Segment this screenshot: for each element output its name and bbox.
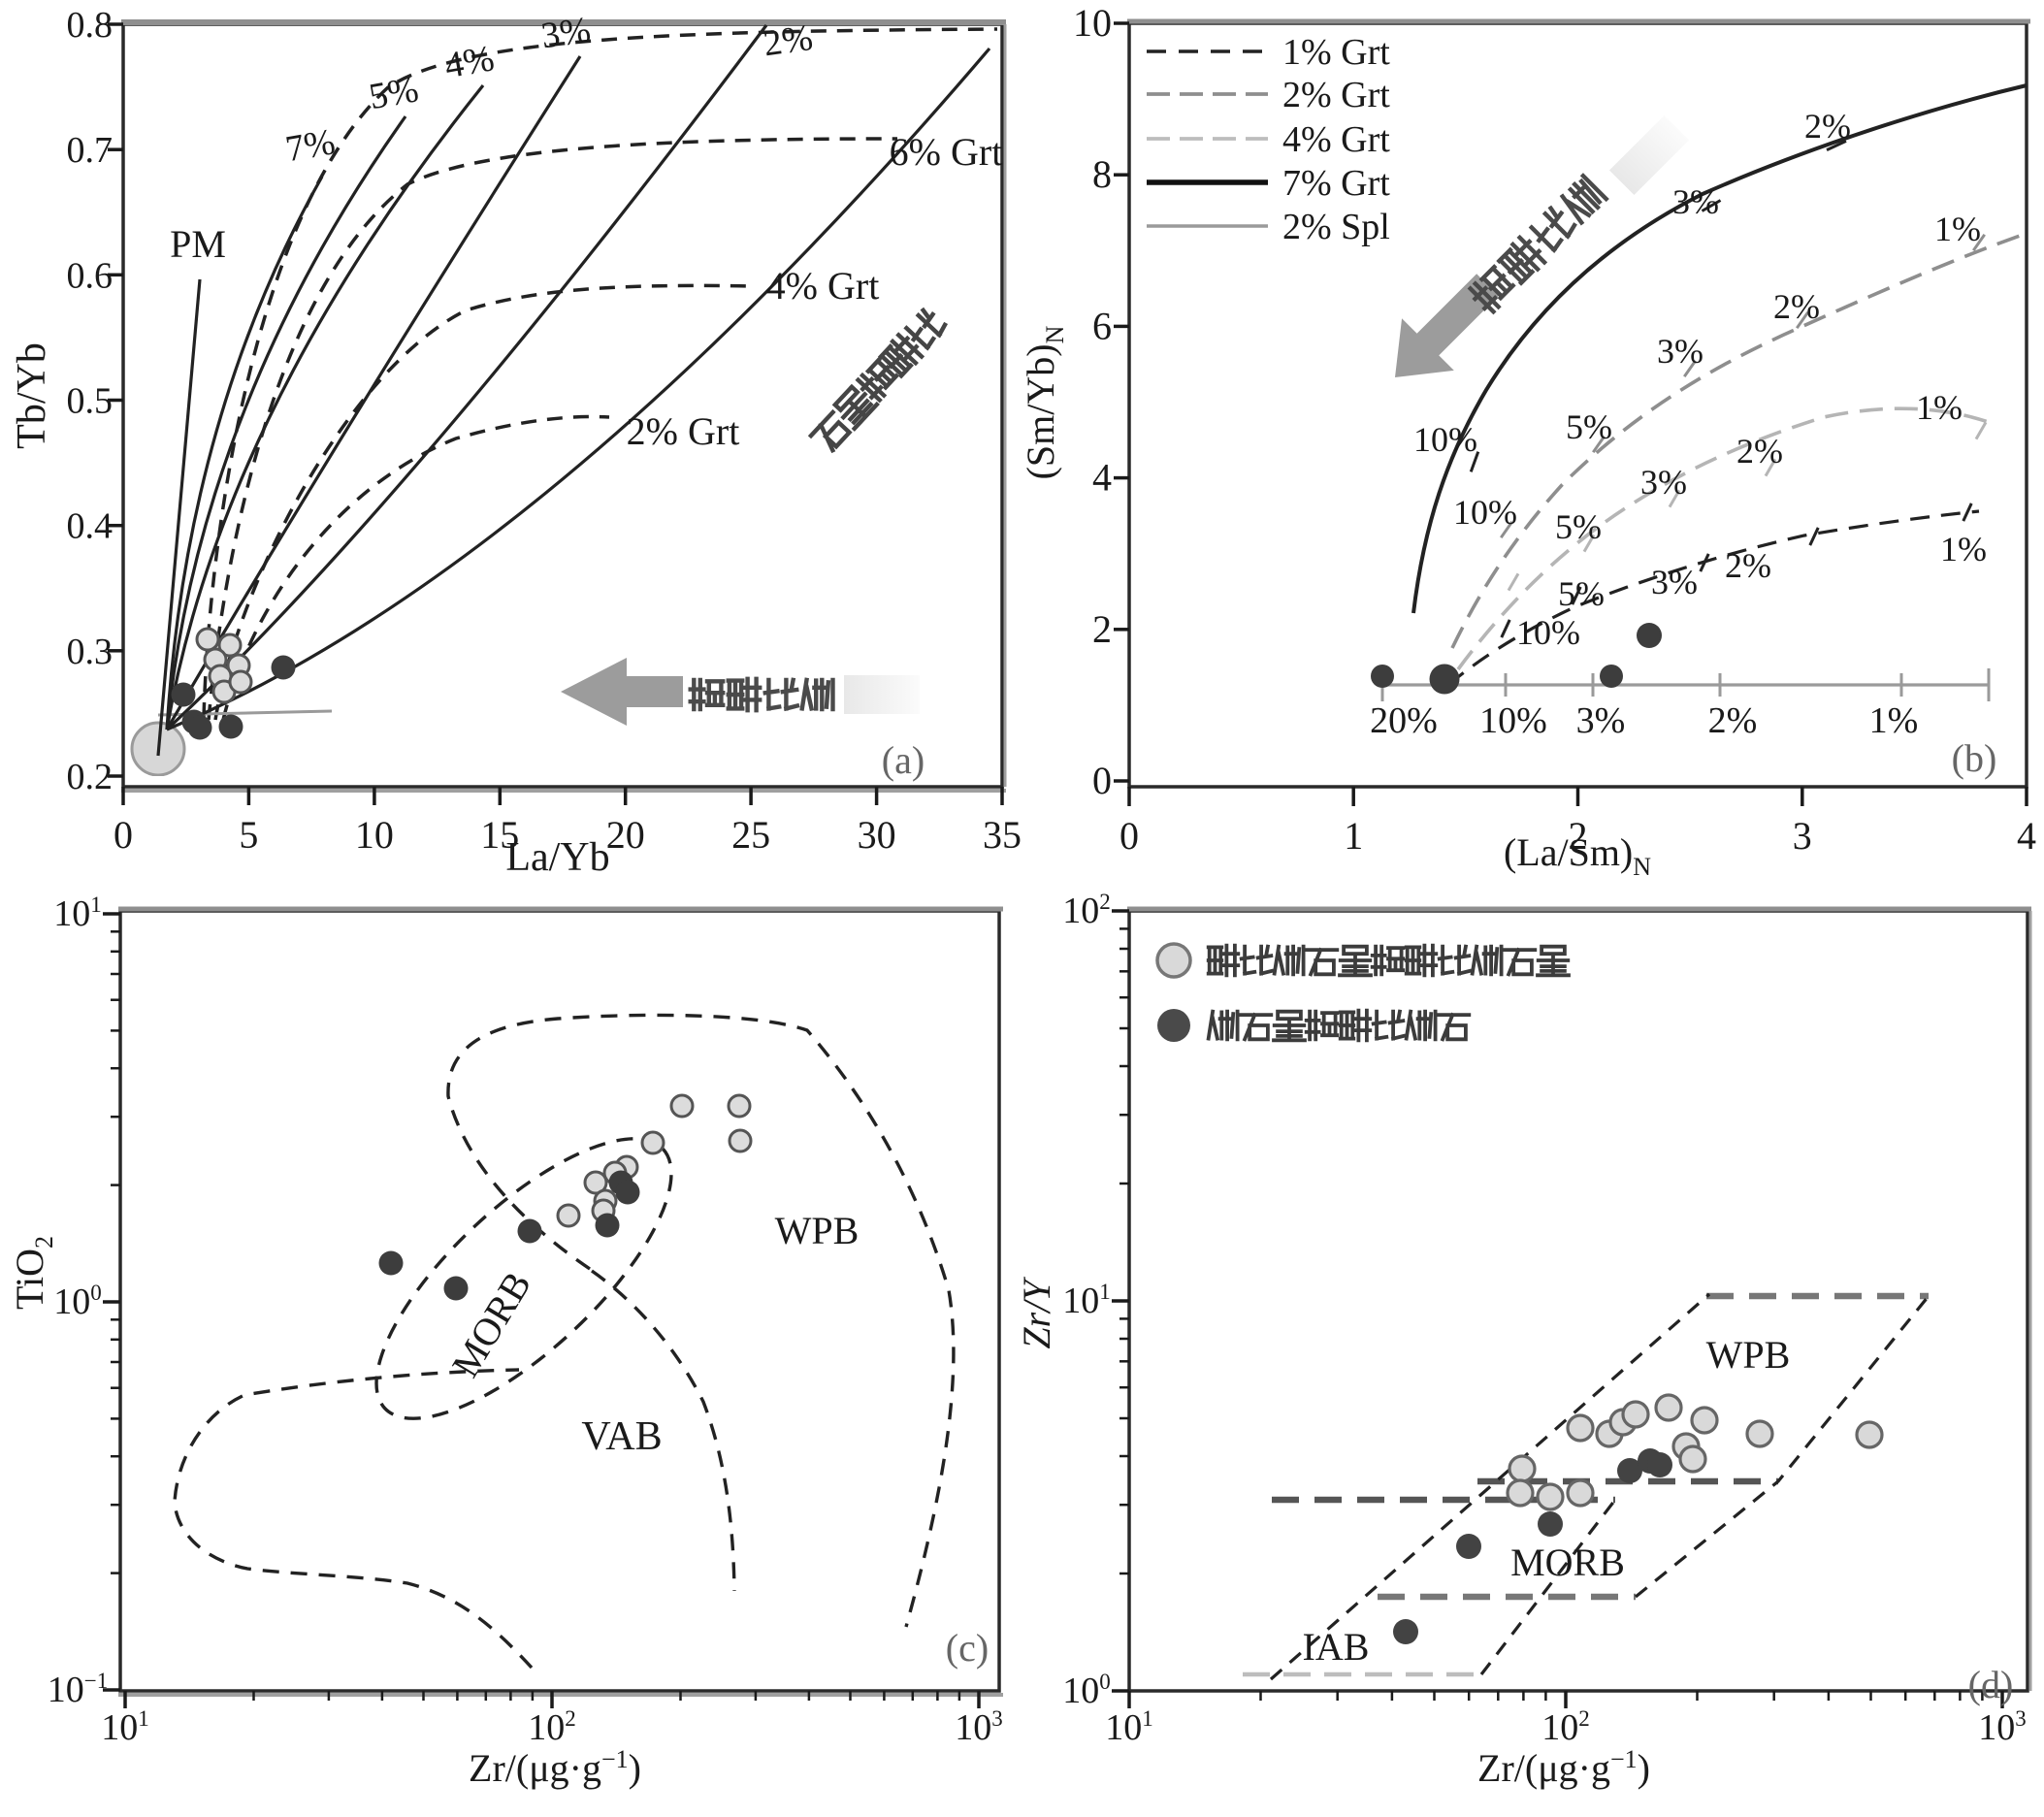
svg-text:0.5: 0.5 <box>67 381 114 422</box>
svg-text:(b): (b) <box>1952 736 1997 780</box>
svg-text:4%: 4% <box>441 38 497 86</box>
svg-text:3%: 3% <box>538 10 593 57</box>
svg-text:20%: 20% <box>1370 700 1438 741</box>
svg-text:0.6: 0.6 <box>67 255 114 296</box>
svg-text:1: 1 <box>1344 814 1363 858</box>
svg-text:10: 10 <box>355 813 394 857</box>
svg-text:25: 25 <box>731 813 770 857</box>
svg-text:Tb/Yb: Tb/Yb <box>10 342 54 449</box>
svg-text:102: 102 <box>1541 1706 1590 1748</box>
svg-text:3%: 3% <box>1640 463 1687 502</box>
svg-text:PM: PM <box>170 222 226 266</box>
svg-text:10−1: 10−1 <box>48 1669 108 1710</box>
svg-text:10%: 10% <box>1516 613 1580 652</box>
svg-text:3%: 3% <box>1576 700 1626 741</box>
svg-text:7% Grt: 7% Grt <box>1282 163 1390 204</box>
svg-text:4% Grt: 4% Grt <box>1282 119 1390 160</box>
svg-text:(d): (d) <box>1968 1663 2014 1706</box>
svg-text:2: 2 <box>1569 814 1588 858</box>
svg-text:0.2: 0.2 <box>67 757 114 797</box>
svg-text:2%: 2% <box>1773 287 1820 326</box>
svg-text:0: 0 <box>1119 814 1139 858</box>
svg-text:6: 6 <box>1092 304 1112 347</box>
svg-text:10%: 10% <box>1479 700 1547 741</box>
svg-text:35: 35 <box>983 813 1022 857</box>
svg-text:1%: 1% <box>1940 530 1987 568</box>
svg-text:0.4: 0.4 <box>67 506 114 547</box>
svg-text:0: 0 <box>114 813 133 857</box>
svg-text:MORB: MORB <box>1510 1541 1625 1584</box>
svg-text:2% Spl: 2% Spl <box>1282 207 1390 247</box>
svg-text:0: 0 <box>1092 759 1112 802</box>
svg-text:10%: 10% <box>1413 420 1477 459</box>
svg-text:1%: 1% <box>1869 700 1919 741</box>
svg-text:(Sm/Yb)N: (Sm/Yb)N <box>1019 325 1069 479</box>
svg-text:7%: 7% <box>282 121 338 170</box>
svg-text:3%: 3% <box>1672 182 1719 221</box>
svg-text:Zr/Y: Zr/Y <box>1015 1277 1058 1349</box>
svg-text:4: 4 <box>2017 814 2036 858</box>
svg-text:8: 8 <box>1092 152 1112 196</box>
svg-text:VAB: VAB <box>581 1414 662 1459</box>
svg-text:10: 10 <box>1073 1 1112 45</box>
svg-text:4: 4 <box>1092 456 1112 500</box>
svg-text:100: 100 <box>53 1281 102 1322</box>
svg-text:WPB: WPB <box>1706 1333 1791 1377</box>
svg-text:30: 30 <box>858 813 896 857</box>
svg-text:5%: 5% <box>1558 574 1605 613</box>
svg-text:0.8: 0.8 <box>67 5 114 46</box>
svg-text:La/Yb: La/Yb <box>505 835 609 880</box>
svg-text:5%: 5% <box>1566 407 1612 446</box>
svg-text:6% Grt: 6% Grt <box>890 130 1003 174</box>
svg-text:10%: 10% <box>1453 493 1517 532</box>
svg-text:2: 2 <box>1092 607 1112 651</box>
svg-text:0.3: 0.3 <box>67 632 114 672</box>
svg-text:3%: 3% <box>1657 332 1703 371</box>
svg-text:1%: 1% <box>1916 388 1963 427</box>
svg-text:1% Grt: 1% Grt <box>1282 32 1390 73</box>
svg-text:(La/Sm)N: (La/Sm)N <box>1504 830 1651 881</box>
svg-text:5%: 5% <box>366 69 421 117</box>
svg-text:3%: 3% <box>1651 563 1698 601</box>
svg-text:4% Grt: 4% Grt <box>766 264 880 308</box>
svg-text:2%: 2% <box>1708 700 1758 741</box>
svg-text:15: 15 <box>480 813 519 857</box>
svg-text:1%: 1% <box>1934 210 1981 248</box>
svg-text:2% Grt: 2% Grt <box>627 409 740 453</box>
svg-text:(a): (a) <box>882 738 925 782</box>
svg-text:5%: 5% <box>1555 507 1602 546</box>
svg-text:2% Grt: 2% Grt <box>1282 75 1390 115</box>
svg-text:2%: 2% <box>761 17 815 65</box>
svg-text:2%: 2% <box>1736 432 1783 470</box>
svg-text:5: 5 <box>239 813 258 857</box>
svg-text:(c): (c) <box>946 1626 989 1670</box>
svg-text:WPB: WPB <box>775 1209 860 1252</box>
svg-text:2%: 2% <box>1804 107 1851 146</box>
svg-text:IAB: IAB <box>1303 1625 1370 1669</box>
svg-text:3: 3 <box>1793 814 1812 858</box>
svg-text:20: 20 <box>606 813 645 857</box>
svg-text:0.7: 0.7 <box>67 130 114 171</box>
svg-text:2%: 2% <box>1725 546 1771 585</box>
